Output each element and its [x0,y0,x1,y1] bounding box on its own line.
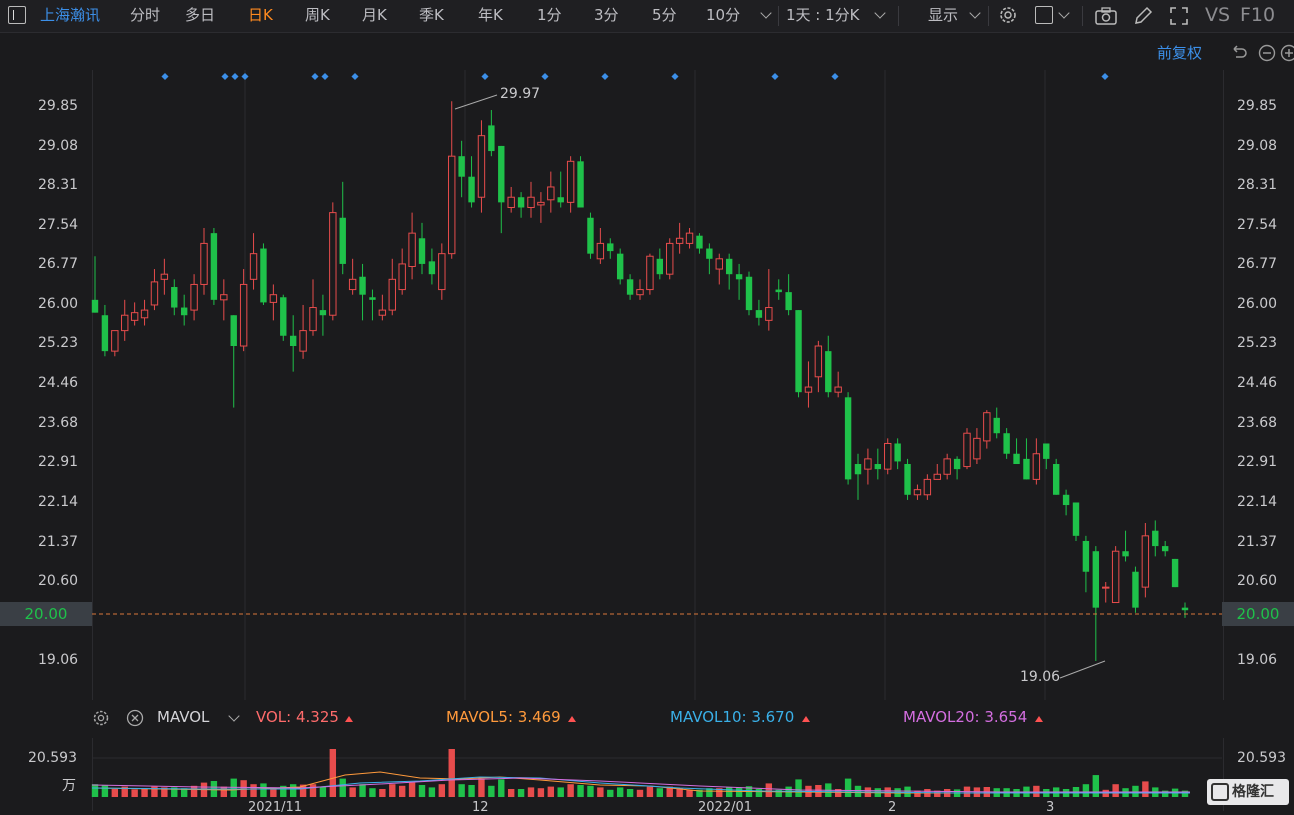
current-price-tag-right: 20.00 [1222,602,1294,626]
mavol10-up-arrow-icon [802,716,810,722]
stock-name[interactable]: 上海瀚讯 [40,0,100,32]
x-tick-label: 12 [472,800,489,815]
y-tick-label: 28.31 [38,177,78,193]
tab-multi-day[interactable]: 多日 [185,0,215,32]
y-tick-label: 25.23 [38,335,78,351]
y-tick-label: 24.46 [1237,375,1277,391]
y-tick-label: 29.85 [38,98,78,114]
divider [778,6,779,26]
gear-icon[interactable] [998,5,1018,25]
tab-monthly-k[interactable]: 月K [362,0,387,32]
brand-name: 格隆汇 [1232,784,1274,800]
y-tick-label: 19.06 [1237,652,1277,668]
f10-button[interactable]: F10 [1240,0,1275,32]
vol-axis-right: 20.593 [1237,750,1286,766]
high-annotation: 29.97 [500,86,540,102]
mavol-info-row: MAVOL VOL: 4.325 MAVOL5: 3.469 MAVOL10: … [0,706,1294,730]
interval-select[interactable]: 1天 : 1分K [786,0,860,32]
display-menu[interactable]: 显示 [928,0,958,32]
gear-icon[interactable] [92,709,110,727]
tab-quarterly-k[interactable]: 季K [419,0,444,32]
vol-axis-left: 20.593 [28,750,77,766]
y-tick-label: 22.91 [1237,454,1277,470]
sidebar-toggle-icon[interactable] [8,6,26,24]
brand-logo: 格隆汇 [1207,779,1289,805]
mavol5-value: MAVOL5: 3.469 [446,708,561,726]
y-tick-label: 19.06 [38,652,78,668]
current-price-tag-left: 20.00 [0,602,92,626]
x-tick-label: 2 [888,800,896,815]
y-tick-label: 26.00 [38,296,78,312]
adjust-type[interactable]: 前复权 [1157,42,1202,63]
y-tick-label: 26.77 [1237,256,1277,272]
price-chart-panel[interactable] [92,70,1224,700]
y-tick-label: 29.85 [1237,98,1277,114]
mavol-indicator-select[interactable]: MAVOL [157,708,209,726]
chevron-down-icon[interactable] [760,7,771,18]
vol-unit-left: 万 [62,775,76,795]
divider [988,6,989,26]
y-tick-label: 20.60 [1237,573,1277,589]
tab-weekly-k[interactable]: 周K [305,0,330,32]
toolbar: 上海瀚讯 分时 多日 日K 周K 月K 季K 年K 1分 3分 5分 10分 1… [0,0,1294,33]
y-tick-label: 22.91 [38,454,78,470]
y-tick-label: 22.14 [1237,494,1277,510]
close-icon[interactable] [126,709,144,727]
y-tick-label: 21.37 [38,534,78,550]
y-tick-label: 27.54 [38,217,78,233]
fullscreen-icon[interactable] [1168,5,1190,27]
y-tick-label: 27.54 [1237,217,1277,233]
y-tick-label: 28.31 [1237,177,1277,193]
low-annotation: 19.06 [1020,669,1060,685]
camera-icon[interactable] [1094,6,1118,26]
undo-icon[interactable] [1230,44,1248,62]
divider [1082,6,1083,26]
y-tick-label: 23.68 [38,415,78,431]
y-tick-label: 29.08 [1237,138,1277,154]
vol-value: VOL: 4.325 [256,708,339,726]
tab-5min[interactable]: 5分 [652,0,677,32]
tab-yearly-k[interactable]: 年K [478,0,503,32]
tab-1min[interactable]: 1分 [537,0,562,32]
tab-3min[interactable]: 3分 [594,0,619,32]
brand-g-icon [1211,783,1229,801]
mavol5-up-arrow-icon [568,716,576,722]
tab-intraday[interactable]: 分时 [130,0,160,32]
x-tick-label: 2022/01 [698,800,752,815]
tab-10min[interactable]: 10分 [706,0,740,32]
y-tick-label: 25.23 [1237,335,1277,351]
tab-daily-k[interactable]: 日K [248,0,273,32]
y-tick-label: 26.77 [38,256,78,272]
y-tick-label: 24.46 [38,375,78,391]
mavol20-up-arrow-icon [1035,716,1043,722]
zoom-out-icon[interactable] [1258,44,1276,62]
square-icon[interactable] [1035,6,1053,24]
y-tick-label: 20.60 [38,573,78,589]
y-tick-label: 23.68 [1237,415,1277,431]
chevron-down-icon[interactable] [228,710,239,721]
chevron-down-icon[interactable] [969,7,980,18]
mavol10-value: MAVOL10: 3.670 [670,708,794,726]
chevron-down-icon[interactable] [1058,7,1069,18]
y-tick-label: 21.37 [1237,534,1277,550]
chevron-down-icon[interactable] [874,7,885,18]
vs-button[interactable]: VS [1205,0,1230,32]
divider [898,6,899,26]
zoom-in-icon[interactable] [1280,44,1294,62]
y-tick-label: 29.08 [38,138,78,154]
mavol20-value: MAVOL20: 3.654 [903,708,1027,726]
y-tick-label: 26.00 [1237,296,1277,312]
y-tick-label: 22.14 [38,494,78,510]
vol-up-arrow-icon [345,716,353,722]
pencil-icon[interactable] [1132,5,1154,27]
x-tick-label: 3 [1046,800,1054,815]
x-tick-label: 2021/11 [248,800,302,815]
